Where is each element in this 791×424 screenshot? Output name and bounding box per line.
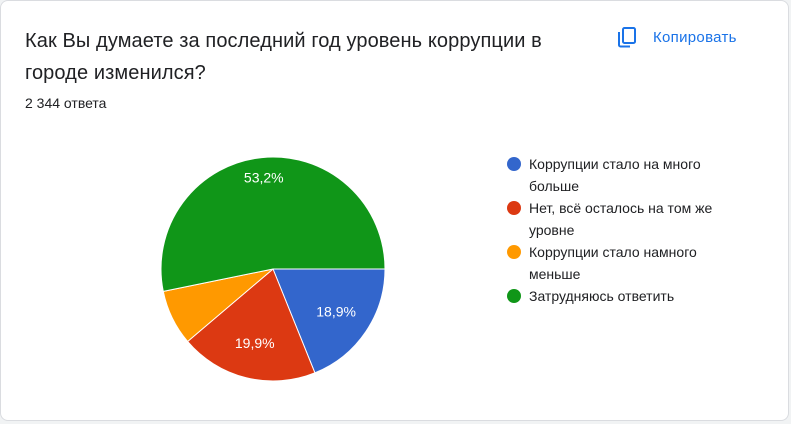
- copy-icon: [618, 27, 636, 48]
- copy-label: Копировать: [653, 28, 737, 46]
- slice-label-1: 19,9%: [235, 335, 275, 351]
- pie-slice-3: [160, 156, 386, 292]
- slice-label-0: 18,9%: [316, 304, 356, 320]
- legend-item-0: Коррупции стало на много больше: [507, 153, 747, 197]
- legend-item-3: Затрудняюсь ответить: [507, 285, 747, 307]
- legend-dot-2: [507, 245, 521, 259]
- response-count: 2 344 ответа: [25, 95, 107, 111]
- legend-label-1: Нет, всё осталось на том же уровне: [529, 200, 713, 238]
- pie-slice-1: [186, 268, 316, 382]
- slice-label-3: 53,2%: [244, 170, 284, 186]
- legend-item-2: Коррупции стало намного меньше: [507, 241, 747, 285]
- legend-dot-0: [507, 157, 521, 171]
- legend-item-1: Нет, всё осталось на том же уровне: [507, 197, 747, 241]
- pie-slice-0: [272, 268, 386, 374]
- question-title: Как Вы думаете за последний год уровень …: [25, 30, 542, 84]
- legend-label-2: Коррупции стало намного меньше: [529, 244, 697, 282]
- legend-label-3: Затрудняюсь ответить: [529, 288, 675, 304]
- legend-dot-3: [507, 289, 521, 303]
- copy-button[interactable]: Копировать: [615, 21, 737, 53]
- chart-legend: Коррупции стало на много больше Нет, всё …: [507, 153, 747, 307]
- legend-label-0: Коррупции стало на много больше: [529, 156, 701, 194]
- legend-dot-1: [507, 201, 521, 215]
